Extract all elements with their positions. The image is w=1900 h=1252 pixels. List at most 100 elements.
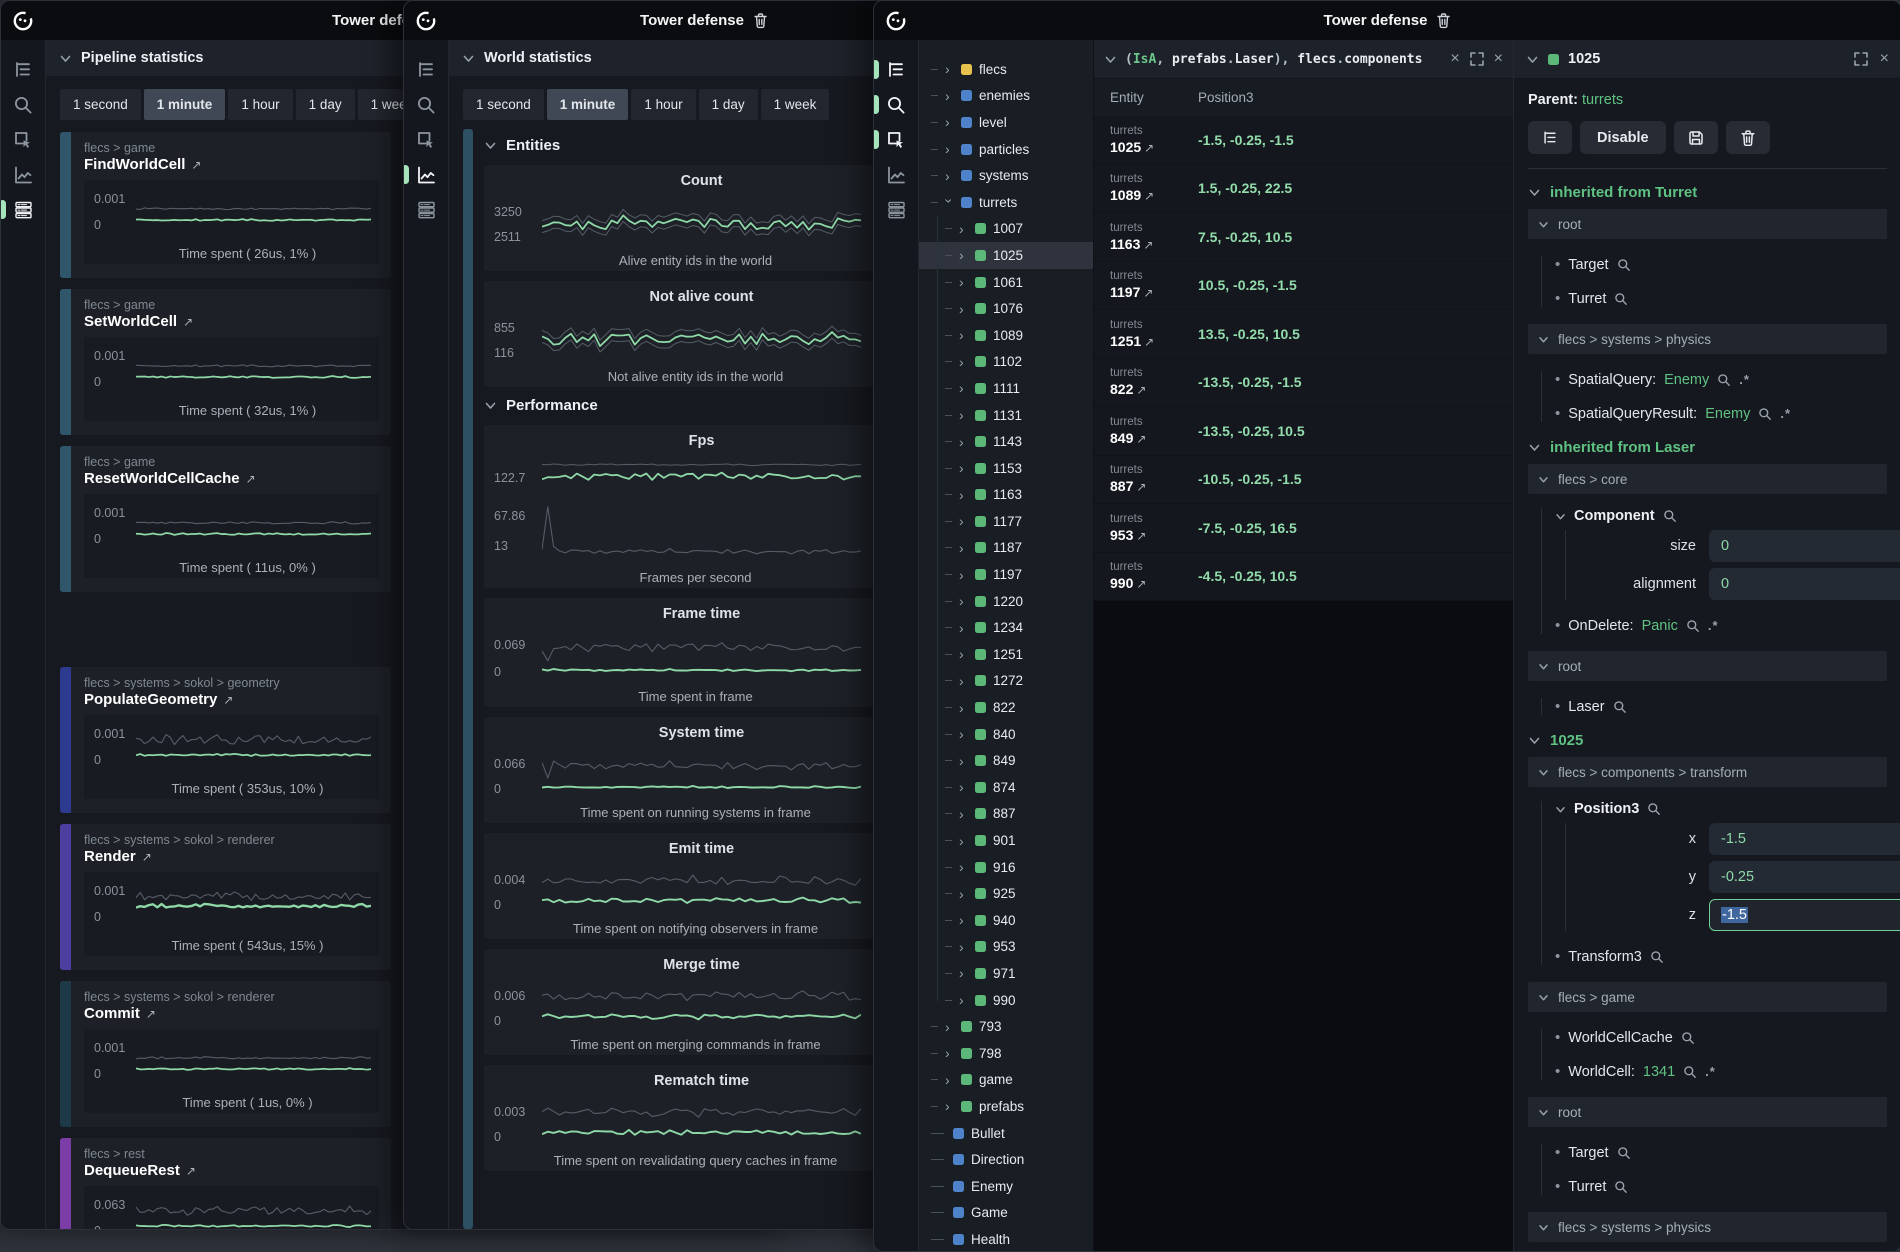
query-expression[interactable]: (IsA, prefabs.Laser), flecs.components <box>1125 51 1423 67</box>
chevron-right-icon[interactable]: › <box>945 1071 950 1088</box>
tree-item-Bullet[interactable]: Bullet <box>919 1120 1093 1147</box>
chevron-right-icon[interactable]: › <box>959 566 964 583</box>
search-component-icon[interactable] <box>1717 373 1731 387</box>
entity-link[interactable]: 1025 ↗ <box>1110 138 1155 155</box>
tree-item-887[interactable]: › 887 <box>919 801 1093 828</box>
chart-icon[interactable] <box>885 164 907 186</box>
inspector-section-1025[interactable]: 1025 <box>1528 732 1887 749</box>
clear-query-icon[interactable]: × <box>1450 50 1460 67</box>
tree-item-971[interactable]: › 971 <box>919 960 1093 987</box>
component-expandable-position3[interactable]: Position3 <box>1555 801 1887 817</box>
scope-band[interactable]: flecs > game <box>1528 982 1887 1012</box>
chevron-right-icon[interactable]: › <box>945 1098 950 1115</box>
time-range-button[interactable]: 1 day <box>698 89 758 120</box>
tree-item-990[interactable]: › 990 <box>919 987 1093 1014</box>
search-component-icon[interactable] <box>1663 509 1677 523</box>
entity-link[interactable]: 1197 ↗ <box>1110 284 1154 301</box>
entity-link[interactable]: 887 ↗ <box>1110 478 1147 495</box>
search-component-icon[interactable] <box>1683 1065 1697 1079</box>
chevron-right-icon[interactable]: › <box>959 726 964 743</box>
component-expandable-component[interactable]: Component <box>1555 508 1887 524</box>
search-component-icon[interactable] <box>1647 802 1661 816</box>
chevron-right-icon[interactable]: › <box>959 247 964 264</box>
tree-icon[interactable] <box>415 59 437 81</box>
tree-item-enemies[interactable]: › enemies <box>919 83 1093 110</box>
chevron-right-icon[interactable]: › <box>959 513 964 530</box>
tree-item-798[interactable]: › 798 <box>919 1040 1093 1067</box>
chart-icon[interactable] <box>415 164 437 186</box>
tree-item-916[interactable]: › 916 <box>919 854 1093 881</box>
chevron-right-icon[interactable]: › <box>959 274 964 291</box>
scope-band[interactable]: flecs > core <box>1528 464 1887 494</box>
chevron-right-icon[interactable]: › <box>959 672 964 689</box>
system-link[interactable]: Render ↗ <box>84 848 152 865</box>
panel-header-world-statistics[interactable]: World statistics <box>449 40 889 76</box>
entity-link[interactable]: 990 ↗ <box>1110 575 1147 592</box>
chevron-right-icon[interactable]: › <box>959 938 964 955</box>
tree-item-Health[interactable]: Health <box>919 1226 1093 1251</box>
tree-item-1025[interactable]: › 1025 <box>919 242 1093 269</box>
entity-link[interactable]: 1251 ↗ <box>1110 332 1155 349</box>
chevron-right-icon[interactable]: › <box>959 832 964 849</box>
entity-link[interactable]: 953 ↗ <box>1110 526 1147 543</box>
chevron-right-icon[interactable]: › <box>959 859 964 876</box>
chevron-right-icon[interactable]: › <box>959 912 964 929</box>
scope-band[interactable]: root <box>1528 651 1887 681</box>
trash-icon[interactable] <box>1436 12 1451 29</box>
inspector-section-inherited-from-turret[interactable]: inherited from Turret <box>1528 184 1887 201</box>
time-range-button[interactable]: 1 week <box>357 89 427 120</box>
tree-item-874[interactable]: › 874 <box>919 774 1093 801</box>
disable-button[interactable]: Disable <box>1580 121 1666 154</box>
search-icon[interactable] <box>12 94 34 116</box>
tree-item-1102[interactable]: › 1102 <box>919 349 1093 376</box>
tree-view-button[interactable] <box>1528 121 1572 154</box>
search-icon[interactable] <box>885 94 907 116</box>
chevron-right-icon[interactable]: › <box>959 407 964 424</box>
chevron-right-icon[interactable]: › <box>945 61 950 78</box>
chevron-right-icon[interactable]: › <box>959 539 964 556</box>
component-target-link[interactable]: Enemy <box>1705 405 1751 422</box>
chevron-right-icon[interactable]: › <box>959 486 964 503</box>
tree-item-1163[interactable]: › 1163 <box>919 482 1093 509</box>
chevron-right-icon[interactable]: › <box>945 114 950 131</box>
tree-item-1197[interactable]: › 1197 <box>919 561 1093 588</box>
scope-band[interactable]: root <box>1528 1097 1887 1127</box>
parent-link[interactable]: turrets <box>1582 92 1624 108</box>
entity-link[interactable]: 822 ↗ <box>1110 381 1147 398</box>
select-entity-icon[interactable] <box>12 129 34 151</box>
tree-item-1272[interactable]: › 1272 <box>919 668 1093 695</box>
entity-link[interactable]: 849 ↗ <box>1110 429 1147 446</box>
field-input-size[interactable]: 0 <box>1709 530 1900 562</box>
time-range-button[interactable]: 1 minute <box>143 89 226 120</box>
chevron-right-icon[interactable]: › <box>959 699 964 716</box>
time-range-button[interactable]: 1 day <box>295 89 355 120</box>
field-input-z[interactable]: -1.5 <box>1709 899 1900 931</box>
tree-item-level[interactable]: › level <box>919 109 1093 136</box>
tree-icon[interactable] <box>885 59 907 81</box>
delete-button[interactable] <box>1725 121 1770 154</box>
tree-item-prefabs[interactable]: › prefabs <box>919 1093 1093 1120</box>
search-component-icon[interactable] <box>1681 1031 1695 1045</box>
chevron-right-icon[interactable]: › <box>959 460 964 477</box>
chevron-right-icon[interactable]: › <box>959 380 964 397</box>
search-icon[interactable] <box>415 94 437 116</box>
field-input-alignment[interactable]: 0 <box>1709 568 1900 600</box>
tree-item-940[interactable]: › 940 <box>919 907 1093 934</box>
chevron-right-icon[interactable]: › <box>959 327 964 344</box>
chevron-down-icon[interactable] <box>1526 53 1539 66</box>
scope-band[interactable]: flecs > systems > physics <box>1528 324 1887 354</box>
close-panel-icon[interactable]: × <box>1493 50 1503 67</box>
search-component-icon[interactable] <box>1758 407 1772 421</box>
section-header-performance[interactable]: Performance <box>484 397 875 414</box>
search-component-icon[interactable] <box>1613 700 1627 714</box>
chevron-right-icon[interactable]: › <box>959 779 964 796</box>
scope-band[interactable]: root <box>1528 209 1887 239</box>
chevron-right-icon[interactable]: › <box>959 220 964 237</box>
chevron-right-icon[interactable]: › <box>959 433 964 450</box>
chevron-right-icon[interactable]: › <box>945 1018 950 1035</box>
close-panel-icon[interactable]: × <box>1879 50 1889 67</box>
chevron-right-icon[interactable]: › <box>945 1045 950 1062</box>
stats-rows-icon[interactable] <box>415 199 437 221</box>
tree-item-1089[interactable]: › 1089 <box>919 322 1093 349</box>
section-header-entities[interactable]: Entities <box>484 137 875 154</box>
